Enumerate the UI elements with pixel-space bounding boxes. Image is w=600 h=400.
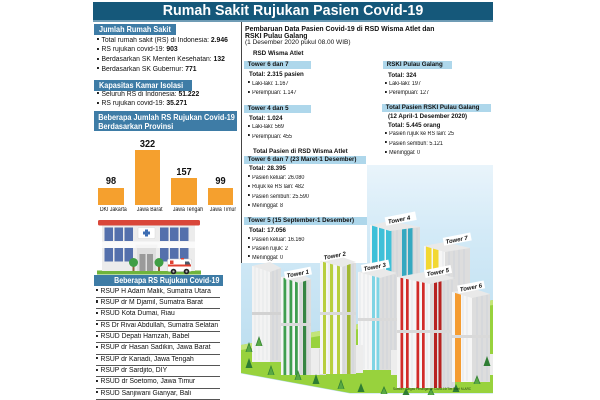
- svg-text:Sumber: Satgas Penanganan Covi: Sumber: Satgas Penanganan Covid-19/Tim R…: [393, 387, 471, 391]
- svg-text:Tower 4: Tower 4: [388, 215, 412, 225]
- svg-text:Tower 2: Tower 2: [323, 251, 347, 261]
- svg-text:Tower 7: Tower 7: [445, 236, 469, 246]
- svg-text:Tower 1: Tower 1: [286, 269, 310, 279]
- svg-text:Tower 3: Tower 3: [363, 263, 387, 273]
- svg-text:Tower 6: Tower 6: [460, 283, 484, 293]
- svg-text:Tower 5: Tower 5: [426, 268, 450, 278]
